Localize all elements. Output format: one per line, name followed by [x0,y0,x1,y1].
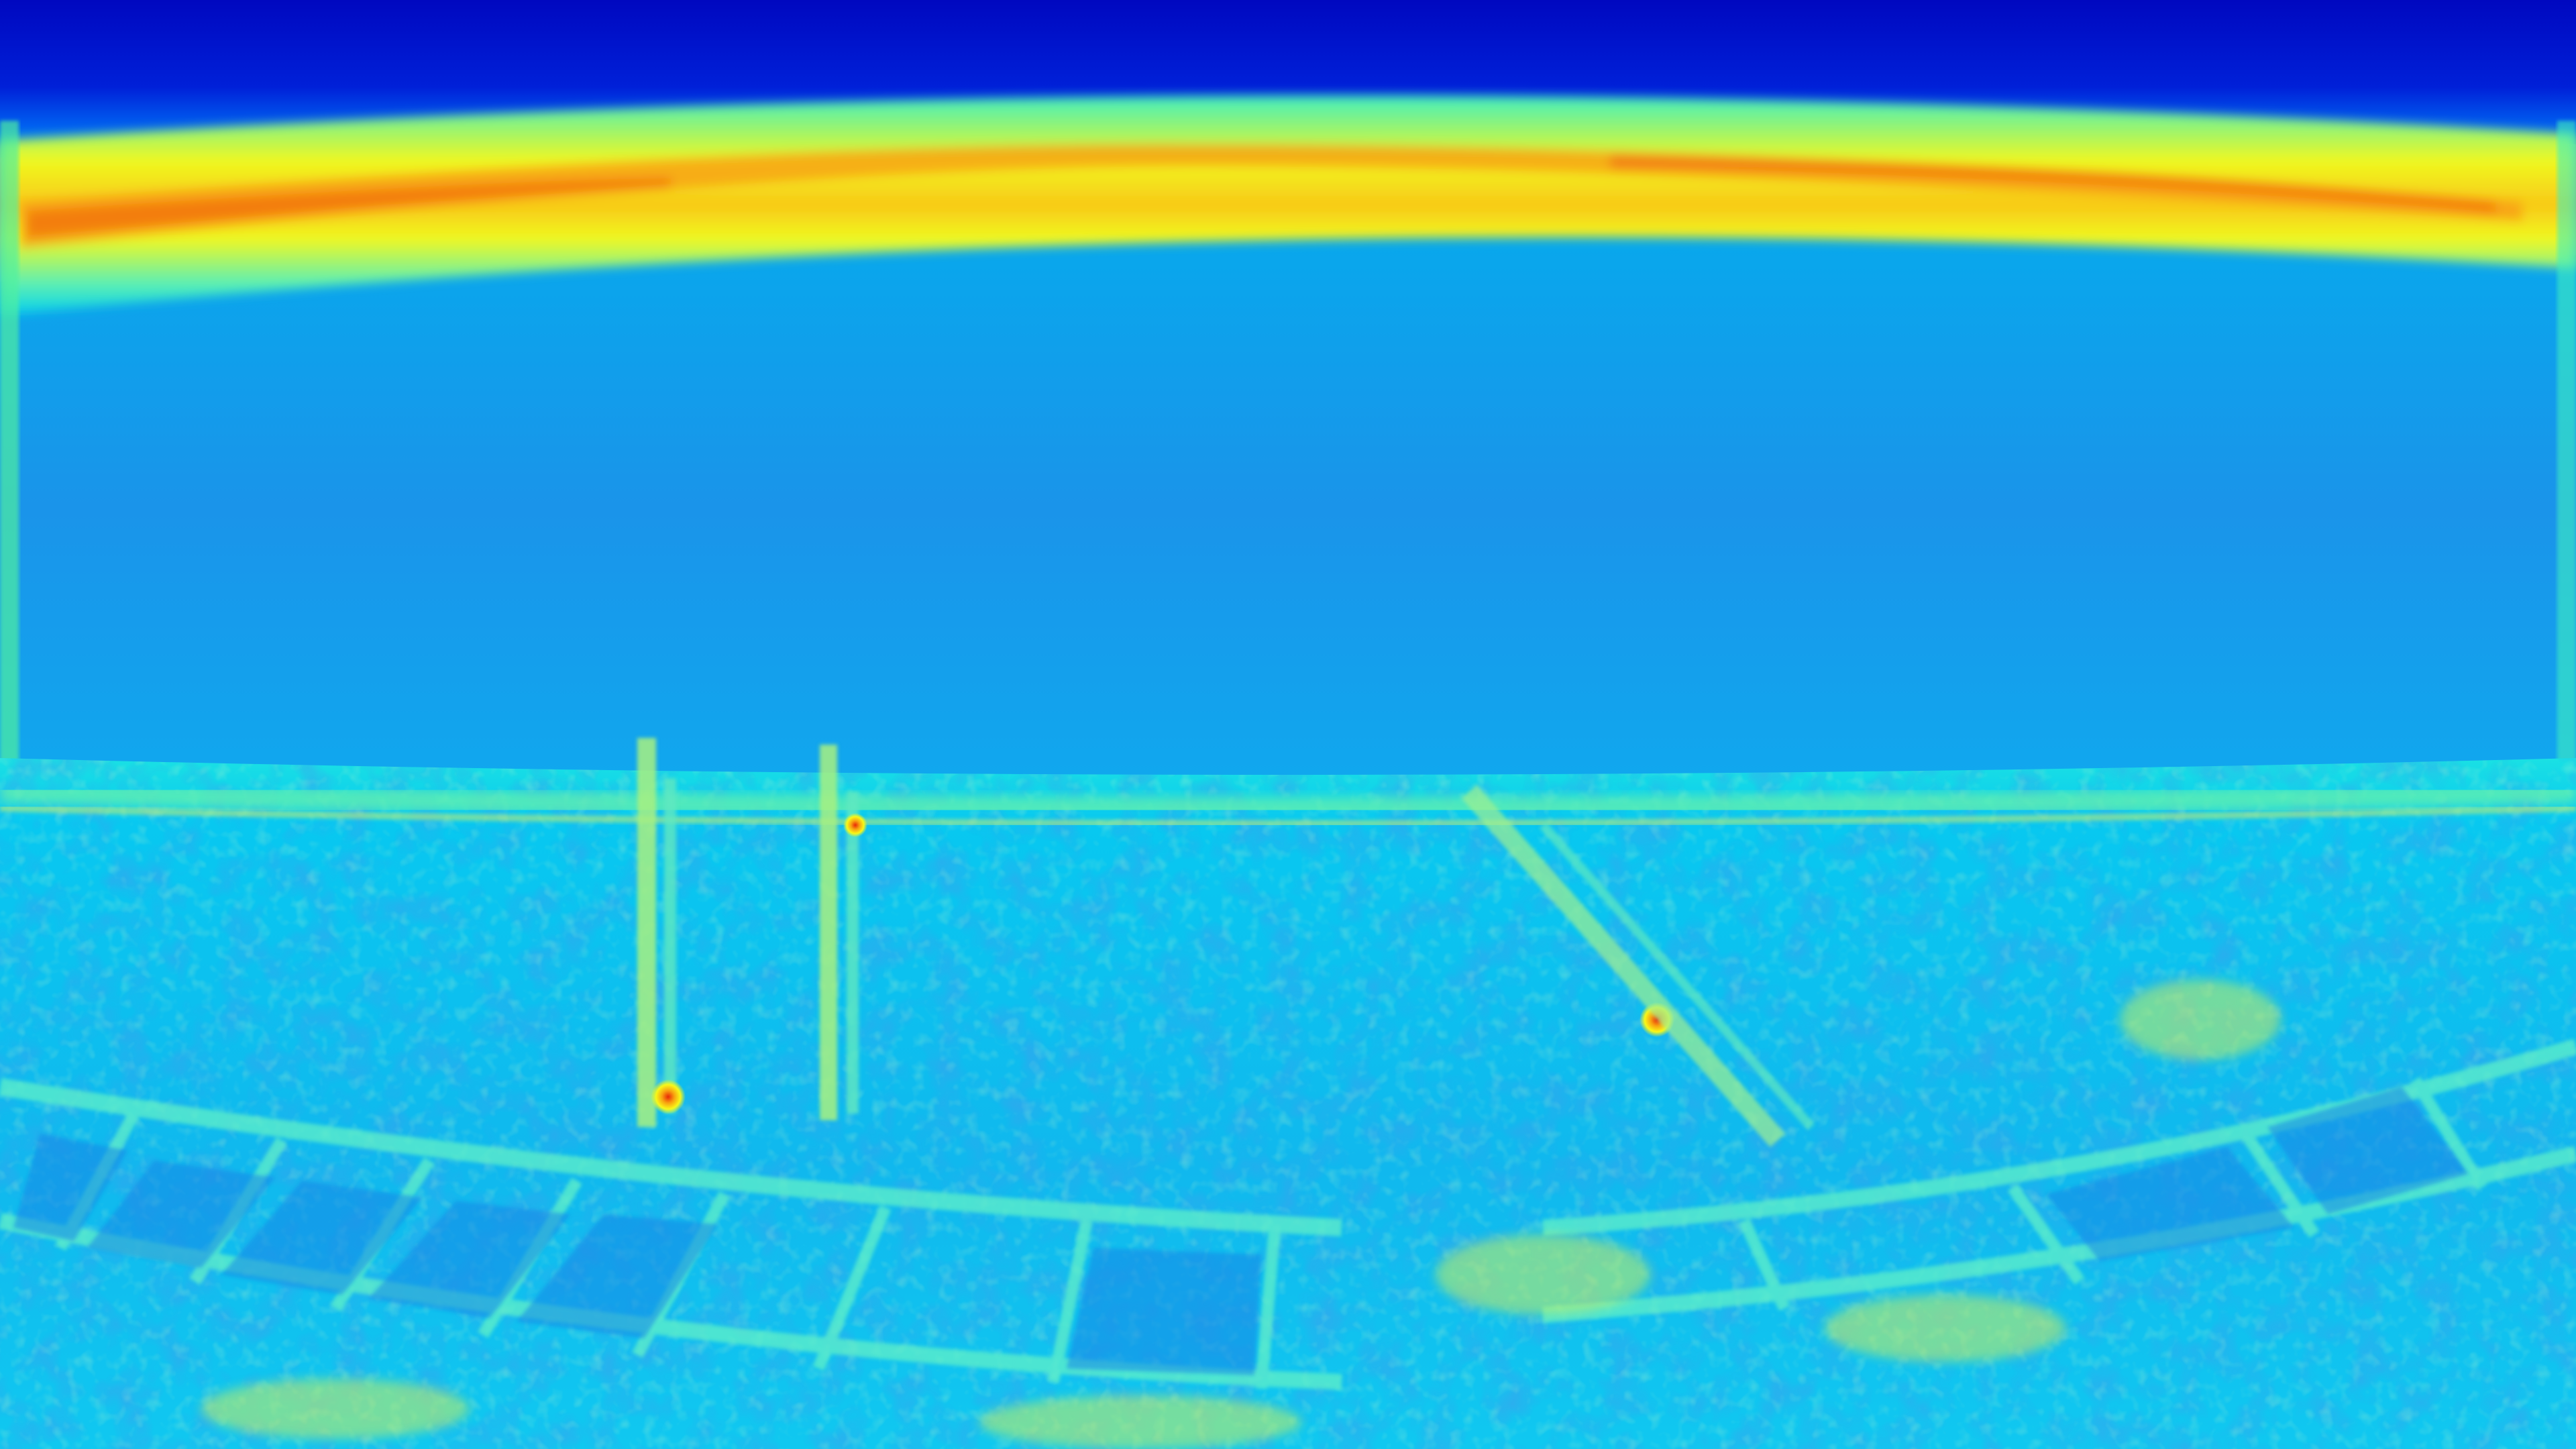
railing-grid [0,1038,2576,1390]
ground-horizon-line [0,780,2576,820]
hot-spot [843,813,867,837]
railing-panels [13,1087,2469,1375]
poles [637,738,859,1127]
horizon-arc [0,95,2576,315]
ground-field [0,758,2576,1449]
foreground-highlights [201,979,2281,1449]
sky-field [0,233,2576,785]
hot-spot [651,1079,686,1114]
diagonal-beam [1461,785,1786,1147]
